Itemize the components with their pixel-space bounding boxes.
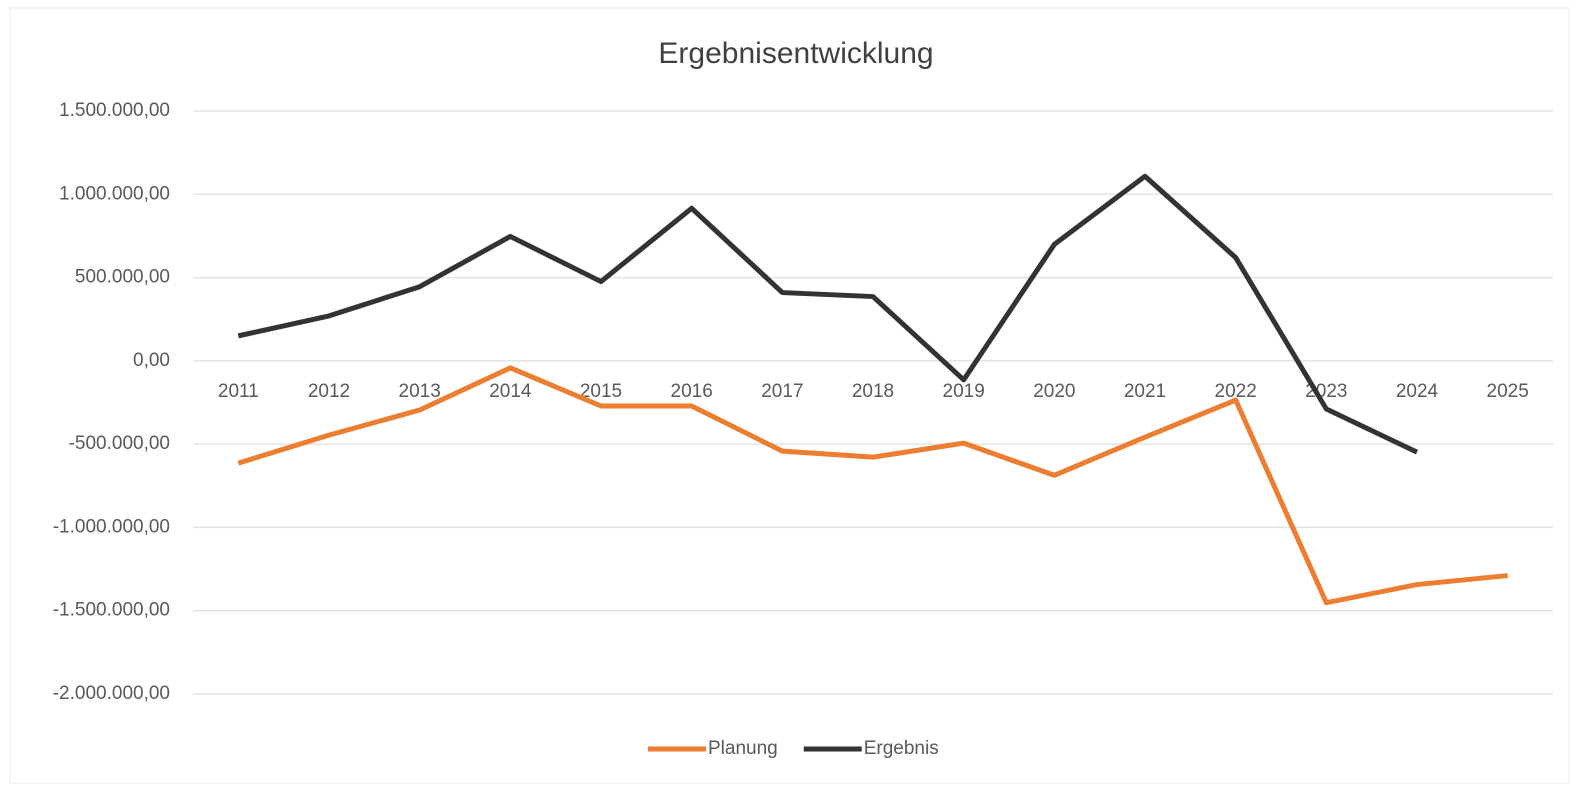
x-tick-label: 2020 <box>1033 381 1075 402</box>
chart-frame <box>9 7 1570 784</box>
x-tick-label: 2024 <box>1396 381 1439 402</box>
x-tick-label: 2013 <box>399 381 441 402</box>
y-tick-label: 500.000,00 <box>75 267 170 288</box>
y-tick-label: -1.500.000,00 <box>53 600 170 621</box>
chart-title: Ergebnisentwicklung <box>658 37 933 70</box>
y-tick-label: -2.000.000,00 <box>53 683 170 704</box>
series-line <box>237 173 1419 455</box>
x-tick-label: 2012 <box>308 381 350 402</box>
series-line <box>237 365 1508 606</box>
legend-label: Ergebnis <box>864 738 939 759</box>
x-tick-label: 2025 <box>1487 381 1529 402</box>
x-tick-label: 2021 <box>1124 381 1166 402</box>
legend-label: Planung <box>708 738 778 759</box>
x-tick-label: 2015 <box>580 381 622 402</box>
y-tick-label: 1.500.000,00 <box>59 100 170 121</box>
x-tick-label: 2016 <box>671 381 713 402</box>
y-tick-label: 1.000.000,00 <box>59 183 170 204</box>
y-tick-label: -500.000,00 <box>69 433 170 454</box>
y-tick-label: 0,00 <box>133 350 170 371</box>
x-tick-label: 2018 <box>852 381 894 402</box>
x-tick-label: 2022 <box>1215 381 1257 402</box>
y-tick-label: -1.000.000,00 <box>53 516 170 537</box>
x-tick-label: 2011 <box>218 381 259 402</box>
x-tick-label: 2023 <box>1305 381 1347 402</box>
x-tick-label: 2019 <box>943 381 985 402</box>
x-tick-label: 2014 <box>489 381 532 402</box>
x-tick-label: 2017 <box>761 381 803 402</box>
